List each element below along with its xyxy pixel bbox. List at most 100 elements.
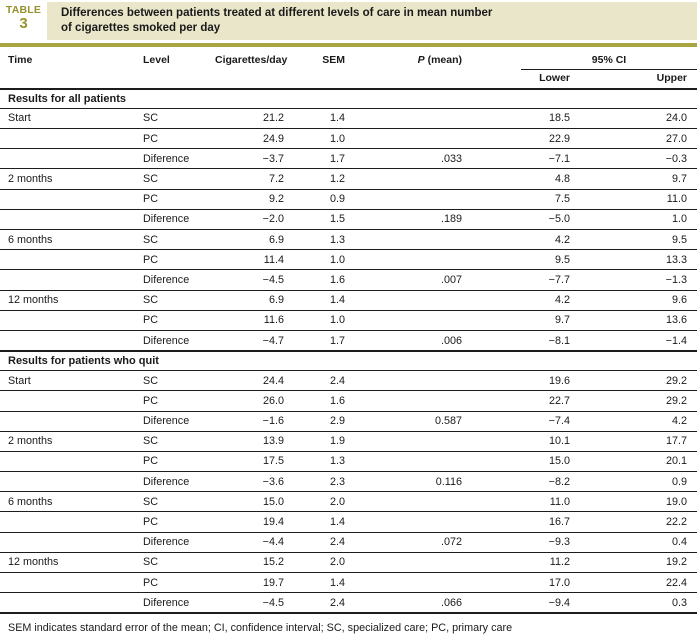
table-row: Start SC 24.4 2.4 19.6 29.2 (0, 370, 697, 392)
cigarettes-cell: −4.4 (215, 532, 293, 553)
sem-cell: 2.3 (293, 471, 353, 493)
p-cell (353, 108, 465, 130)
sem-cell: 1.3 (293, 451, 353, 473)
cigarettes-cell: −3.7 (215, 148, 293, 170)
time-cell (0, 269, 135, 291)
table-row: PC 19.4 1.4 16.7 22.2 (0, 511, 697, 533)
sem-cell: 1.0 (293, 249, 353, 271)
sem-cell: 1.7 (293, 330, 353, 352)
cigarettes-cell: 21.2 (215, 108, 293, 130)
time-cell: 6 months (0, 229, 135, 251)
table-body: Results for all patients Start SC 21.2 1.4 18… (0, 87, 697, 615)
p-cell: .006 (353, 330, 465, 352)
level-cell: SC (135, 290, 215, 311)
table-row: 12 months SC 6.9 1.4 4.2 9.6 (0, 290, 697, 311)
table-row: 2 months SC 13.9 1.9 10.1 17.7 (0, 431, 697, 452)
lower-cell: 17.0 (465, 572, 572, 594)
col-header-cigarettes: Cigarettes/day (215, 46, 293, 90)
lower-cell: 9.7 (465, 310, 572, 331)
time-cell (0, 189, 135, 210)
level-cell: SC (135, 491, 215, 513)
p-cell: .007 (353, 269, 465, 291)
cigarettes-cell: −4.5 (215, 592, 293, 615)
time-cell (0, 532, 135, 553)
table-label: TABLE 3 (0, 2, 47, 40)
time-cell (0, 310, 135, 331)
upper-cell: 4.2 (572, 411, 697, 432)
sem-cell: 1.3 (293, 229, 353, 251)
sem-cell: 1.5 (293, 209, 353, 231)
time-cell: 12 months (0, 290, 135, 311)
p-cell (353, 168, 465, 190)
lower-cell: 4.8 (465, 168, 572, 190)
upper-cell: −1.4 (572, 330, 697, 352)
p-cell (353, 290, 465, 311)
upper-cell: 11.0 (572, 189, 697, 210)
lower-cell: 11.2 (465, 552, 572, 574)
upper-cell: 24.0 (572, 108, 697, 130)
time-cell (0, 572, 135, 594)
time-cell (0, 592, 135, 615)
p-italic-label: P (417, 53, 425, 66)
p-cell (353, 511, 465, 533)
table-row: Diference −4.7 1.7.006 −8.1 −1.4 (0, 330, 697, 352)
sem-cell: 2.9 (293, 411, 353, 432)
level-cell: Diference (135, 148, 215, 170)
table-row: PC 24.9 1.0 22.9 27.0 (0, 128, 697, 150)
upper-cell: 22.4 (572, 572, 697, 594)
gold-rule (0, 42, 697, 47)
table-number: 3 (19, 15, 28, 33)
upper-cell: 9.5 (572, 229, 697, 251)
level-cell: SC (135, 370, 215, 392)
table-row: Start SC 21.2 1.4 18.5 24.0 (0, 108, 697, 130)
upper-cell: 1.0 (572, 209, 697, 231)
level-cell: PC (135, 451, 215, 473)
p-cell (353, 229, 465, 251)
upper-cell: 29.2 (572, 390, 697, 412)
col-header-sem: SEM (293, 46, 353, 90)
lower-cell: −7.4 (465, 411, 572, 432)
upper-cell: 13.3 (572, 249, 697, 271)
level-cell: Diference (135, 532, 215, 553)
col-header-p-mean: P (mean) (353, 46, 465, 90)
level-cell: PC (135, 249, 215, 271)
upper-cell: 0.3 (572, 592, 697, 615)
col-header-lower: Lower (465, 69, 572, 90)
sem-cell: 2.4 (293, 532, 353, 553)
upper-cell: −1.3 (572, 269, 697, 291)
cigarettes-cell: 24.4 (215, 370, 293, 392)
table-row: Diference −3.6 2.3 0.116 −8.2 0.9 (0, 471, 697, 493)
p-cell: .189 (353, 209, 465, 231)
time-cell (0, 128, 135, 150)
section-header-row: Results for patients who quit (0, 350, 697, 372)
time-cell: 2 months (0, 431, 135, 452)
lower-cell: 15.0 (465, 451, 572, 473)
level-cell: Diference (135, 471, 215, 493)
time-cell (0, 390, 135, 412)
time-cell: Start (0, 370, 135, 392)
level-cell: PC (135, 310, 215, 331)
level-cell: Diference (135, 209, 215, 231)
col-header-ci-group: 95% CI (465, 47, 697, 70)
time-cell (0, 451, 135, 473)
cigarettes-cell: 15.0 (215, 491, 293, 513)
level-cell: SC (135, 168, 215, 190)
p-cell: 0.116 (353, 471, 465, 493)
lower-cell: −5.0 (465, 209, 572, 231)
sem-cell: 0.9 (293, 189, 353, 210)
p-cell (353, 310, 465, 331)
upper-cell: 20.1 (572, 451, 697, 473)
cigarettes-cell: 6.9 (215, 290, 293, 311)
sem-cell: 2.0 (293, 491, 353, 513)
time-cell (0, 471, 135, 493)
p-cell: .066 (353, 592, 465, 615)
lower-cell: 7.5 (465, 189, 572, 210)
sem-cell: 1.2 (293, 168, 353, 190)
time-cell (0, 209, 135, 231)
level-cell: PC (135, 390, 215, 412)
table-head: Time Level Cigarettes/day SEM P (mean) 9… (0, 46, 697, 90)
level-cell: SC (135, 108, 215, 130)
upper-cell: 29.2 (572, 370, 697, 392)
lower-cell: 22.9 (465, 128, 572, 150)
p-cell: .033 (353, 148, 465, 170)
